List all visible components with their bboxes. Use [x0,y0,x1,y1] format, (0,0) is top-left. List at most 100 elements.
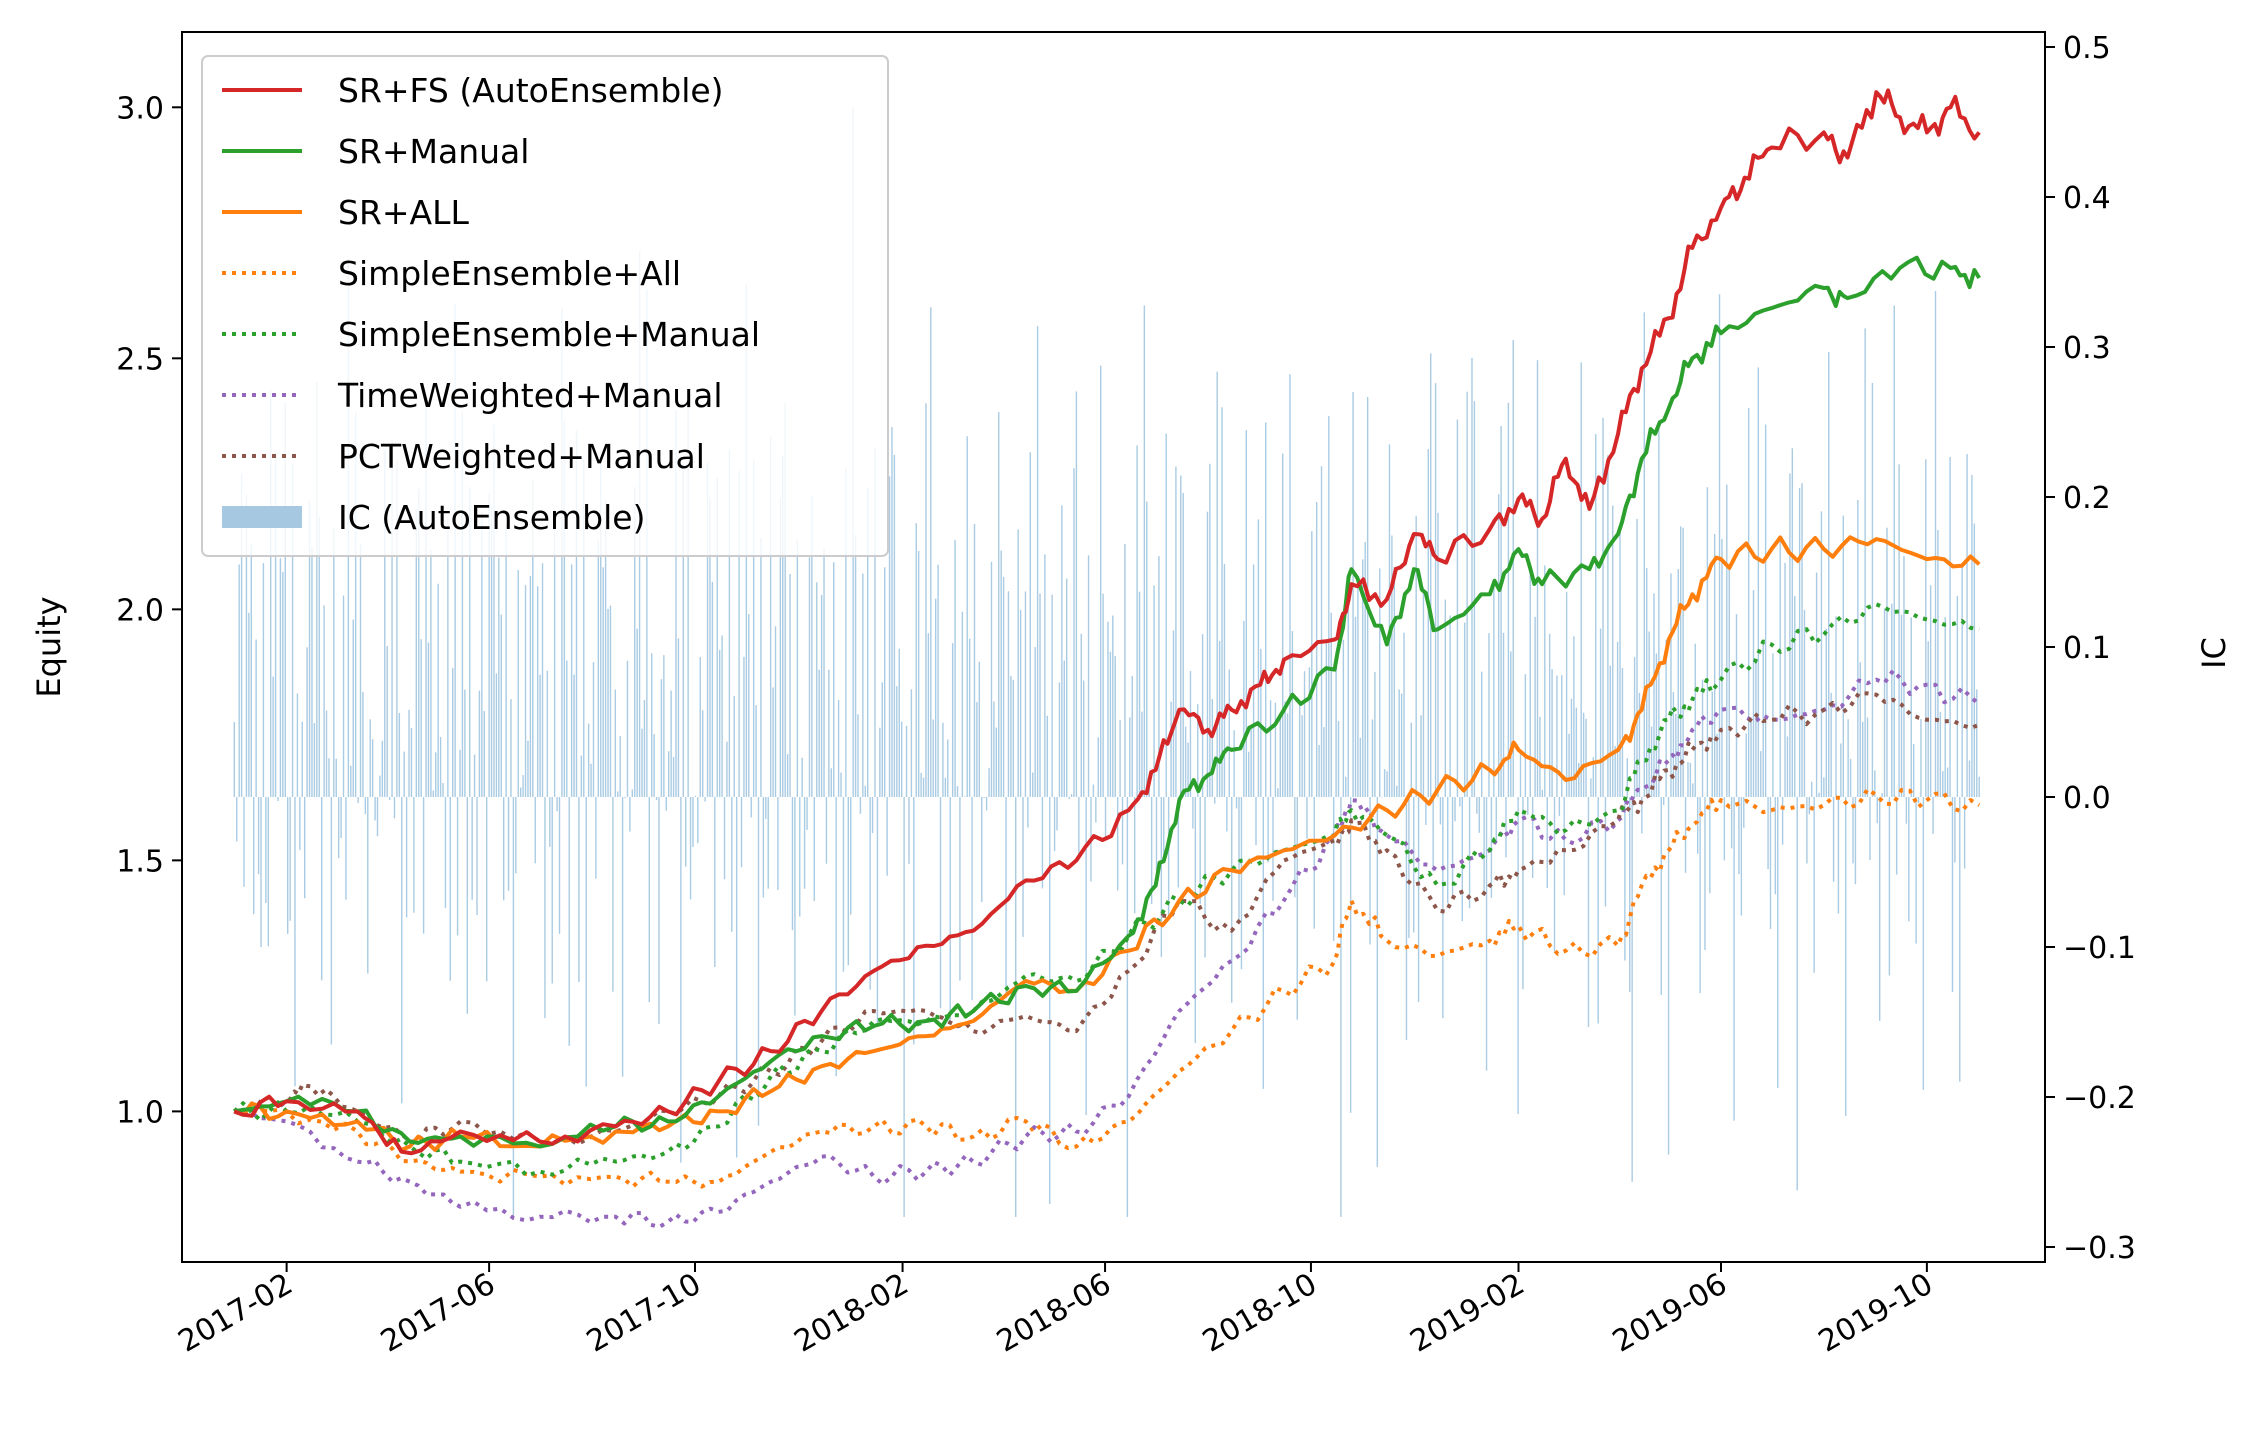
ic-bar [517,569,519,797]
ic-bar [750,797,752,818]
ic-bar [1937,529,1939,797]
ic-bar [1689,762,1692,797]
ic-bar [937,564,939,797]
ic-bar [1376,797,1379,1167]
ic-bar [1713,534,1716,797]
ic-bar [624,797,626,799]
ic-bar [1978,776,1980,797]
ic-bar [1255,797,1257,846]
ic-bar [585,797,587,1087]
ic-bar [316,382,318,797]
legend-label: PCTWeighted+Manual [338,437,705,476]
ic-bar [512,797,515,1217]
ic-bar [1590,778,1592,797]
ic-bar [386,645,388,797]
ic-bar [262,563,265,797]
ic-bar [1146,501,1148,797]
series-line-simpleensemble-all [233,787,1981,1189]
ic-bar [964,796,966,797]
ic-bar [1612,505,1614,797]
ic-bar [1738,797,1740,875]
ic-bar [522,775,524,797]
ic-bar [1233,730,1235,797]
ic-bar [954,540,956,797]
ic-bar [774,626,777,797]
ic-bar [1359,737,1362,797]
ic-bar [1257,519,1260,797]
ic-bar [534,797,536,864]
ic-bar [1138,591,1141,797]
ic-bar [1371,719,1374,797]
ic-bar [1073,468,1075,797]
ic-bar [922,777,925,797]
ic-bar [908,797,910,864]
ic-bar [850,797,852,915]
ic-bar [709,497,711,797]
ic-bar [483,711,485,797]
ic-bar [1968,760,1971,797]
ic-bar [697,797,699,844]
ic-bar [1895,797,1898,875]
ic-bar [1439,797,1442,825]
ic-bar [1206,511,1209,797]
ic-bar [692,797,694,847]
ic-bar [641,728,643,797]
ic-bar [602,567,604,797]
ic-bar [694,795,697,797]
legend-label: SR+ALL [338,193,469,232]
ic-bar [376,797,379,837]
ic-bar [1721,538,1723,797]
ic-bar [284,402,286,797]
ic-bar [384,449,386,797]
ic-bar [920,772,922,797]
ic-bar [447,517,449,797]
y2-tick-label: 0.2 [2063,481,2111,516]
ic-bar [604,499,607,797]
ic-bar [303,797,306,899]
ic-bar [1881,793,1883,797]
y2-tick-label: −0.3 [2063,1231,2136,1266]
ic-bar [738,470,740,797]
ic-bar [966,436,968,797]
ic-bar [1626,758,1628,797]
ic-bar [983,797,985,798]
ic-bar [913,797,915,1045]
ic-bar [818,669,820,797]
ic-bar [1099,365,1102,797]
ic-bar [583,459,585,797]
ic-bar [1794,595,1796,797]
ic-bar [1010,675,1012,797]
ic-bar [777,797,779,890]
ic-bar [420,639,422,797]
ic-bar [279,558,282,797]
ic-bar [978,661,981,797]
ic-bar [1434,383,1437,797]
ic-bar [1473,401,1476,797]
ic-bar [1301,715,1303,797]
ic-bar [1049,797,1051,1204]
ic-bar [1172,630,1175,797]
ic-bar [830,768,833,797]
ic-bar [1315,502,1318,797]
ic-bar [1066,578,1068,797]
ic-bar [597,540,600,797]
ic-bar [364,797,367,815]
ic-bar [476,797,478,915]
ic-bar [1563,797,1565,896]
ic-bar [444,797,447,909]
ic-bar [481,511,483,797]
ic-bar [1109,651,1112,797]
ic-bar [1602,417,1604,797]
ic-bar [944,777,947,797]
ic-bar [1704,797,1706,951]
ic-bar [1956,596,1959,797]
ic-bar [951,643,954,797]
y2-axis-label: IC [2195,637,2233,669]
ic-bar [1629,797,1631,993]
ic-bar [1034,647,1036,797]
ic-bar [422,797,425,934]
x-tick-label: 2018-06 [991,1267,1117,1360]
ic-bar [1245,430,1247,797]
ic-bar [1284,701,1286,797]
ic-bar [1597,797,1599,1024]
